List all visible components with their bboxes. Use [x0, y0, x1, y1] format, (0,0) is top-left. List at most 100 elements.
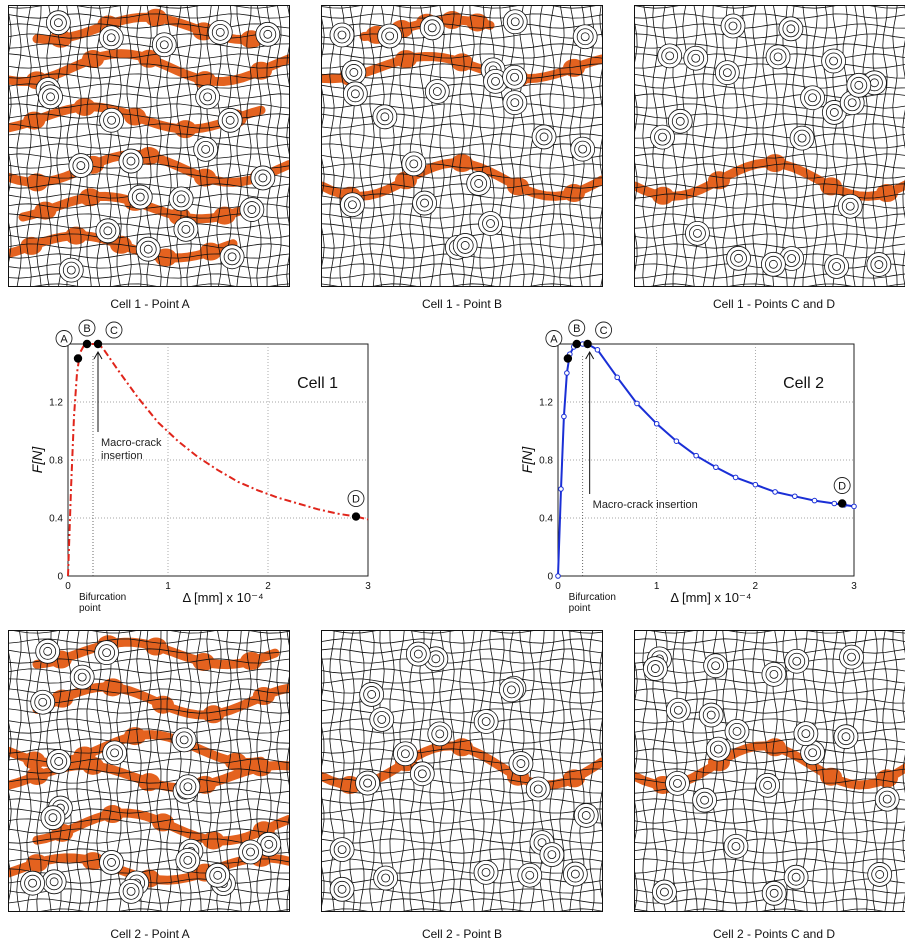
key-point-label: A — [550, 334, 558, 346]
key-point-a — [73, 354, 83, 363]
inclusion — [837, 193, 863, 219]
inclusion — [340, 192, 365, 218]
bifurcation-label-line: point — [79, 603, 101, 614]
inclusion-ring — [45, 873, 63, 891]
inclusion-ring — [788, 652, 806, 670]
damage-blob — [145, 637, 167, 656]
inclusion-core — [658, 132, 667, 142]
y-tick-label: 0.8 — [539, 456, 553, 467]
inclusion-core — [435, 729, 445, 739]
inclusion-core — [763, 780, 773, 790]
damage-blob — [764, 154, 786, 173]
inclusion — [665, 697, 691, 723]
damage-blob — [194, 168, 216, 187]
inclusion-core — [847, 98, 857, 108]
inclusion — [800, 85, 825, 111]
inclusion-ring — [333, 880, 351, 898]
inclusion-ring — [396, 745, 414, 763]
key-point-marker — [347, 490, 365, 508]
inclusion-ring — [850, 76, 868, 94]
inclusion — [867, 862, 893, 887]
bifurcation-label-line: Bifurcation — [79, 592, 126, 603]
inclusion-group — [20, 638, 282, 904]
inclusion-ring — [535, 128, 553, 146]
inclusion-ring — [878, 790, 896, 808]
inclusion — [866, 252, 892, 277]
inclusion — [531, 124, 557, 150]
inclusion-core — [103, 226, 113, 236]
mesh-panel-cell2-points-c-d — [634, 630, 905, 912]
inclusion-core — [400, 749, 410, 759]
inclusion-core — [106, 33, 116, 43]
inclusion-core — [432, 87, 442, 96]
inclusion — [473, 859, 499, 885]
inclusion-core — [179, 735, 189, 745]
inclusion-core — [874, 260, 884, 269]
inclusion-core — [808, 93, 817, 103]
inclusion — [692, 787, 718, 813]
inclusion-ring — [122, 882, 140, 900]
inclusion-core — [507, 685, 516, 695]
inclusion — [329, 837, 355, 862]
inclusion-core — [201, 144, 211, 154]
inclusion — [219, 244, 245, 270]
inclusion-ring — [44, 809, 62, 827]
macrocrack-label-line: Macro-crack — [101, 437, 162, 449]
inclusion-core — [786, 24, 796, 34]
inclusion-ring — [730, 249, 747, 267]
grid-lines — [68, 344, 368, 576]
inclusion-core — [143, 244, 153, 254]
inclusion-core — [49, 877, 59, 887]
inclusion-ring — [376, 108, 394, 126]
series-marker — [831, 500, 838, 507]
damage-blob — [764, 738, 786, 757]
inclusion-core — [110, 748, 120, 758]
inclusion-core — [673, 705, 683, 715]
inclusion-ring — [576, 28, 594, 46]
inclusion — [723, 833, 749, 859]
inclusion — [703, 653, 729, 679]
inclusion-ring — [825, 104, 843, 121]
inclusion-ring — [793, 129, 811, 147]
inclusion — [793, 721, 819, 747]
damage-blob — [101, 805, 124, 824]
inclusion-core — [126, 886, 136, 896]
inclusion-core — [413, 649, 423, 659]
x-tick-label: 3 — [365, 581, 371, 592]
inclusion-ring — [841, 197, 859, 215]
inclusion-ring — [103, 854, 120, 871]
inclusion — [824, 254, 849, 279]
inclusion-core — [348, 200, 357, 210]
inclusion-ring — [506, 94, 524, 112]
damage-blob — [876, 769, 898, 788]
inclusion-core — [263, 29, 273, 39]
inclusion — [562, 861, 588, 887]
damage-blob — [145, 8, 167, 27]
inclusion-ring — [764, 255, 782, 273]
x-tick-label: 1 — [654, 581, 660, 592]
chart-title: Cell 1 — [297, 375, 338, 392]
inclusion — [392, 741, 418, 767]
inclusion-core — [832, 262, 841, 271]
inclusion — [342, 81, 368, 107]
inclusion-core — [377, 715, 387, 724]
inclusion — [217, 107, 243, 133]
inclusion — [405, 641, 431, 667]
inclusion — [412, 190, 437, 216]
inclusion — [99, 850, 124, 875]
inclusion — [424, 79, 450, 104]
inclusion-core — [787, 254, 797, 263]
inclusion-ring — [344, 196, 361, 214]
inclusion-core — [107, 115, 116, 125]
inclusion-core — [491, 76, 500, 86]
inclusion-core — [875, 870, 885, 879]
inclusion-ring — [211, 23, 229, 41]
damage-blob — [73, 97, 96, 116]
inclusion — [135, 236, 161, 262]
inclusion-core — [547, 850, 557, 860]
inclusion-ring — [39, 642, 57, 660]
inclusion — [102, 740, 128, 766]
inclusion — [642, 656, 668, 681]
x-tick-label: 3 — [851, 581, 857, 592]
inclusion-ring — [254, 169, 272, 187]
